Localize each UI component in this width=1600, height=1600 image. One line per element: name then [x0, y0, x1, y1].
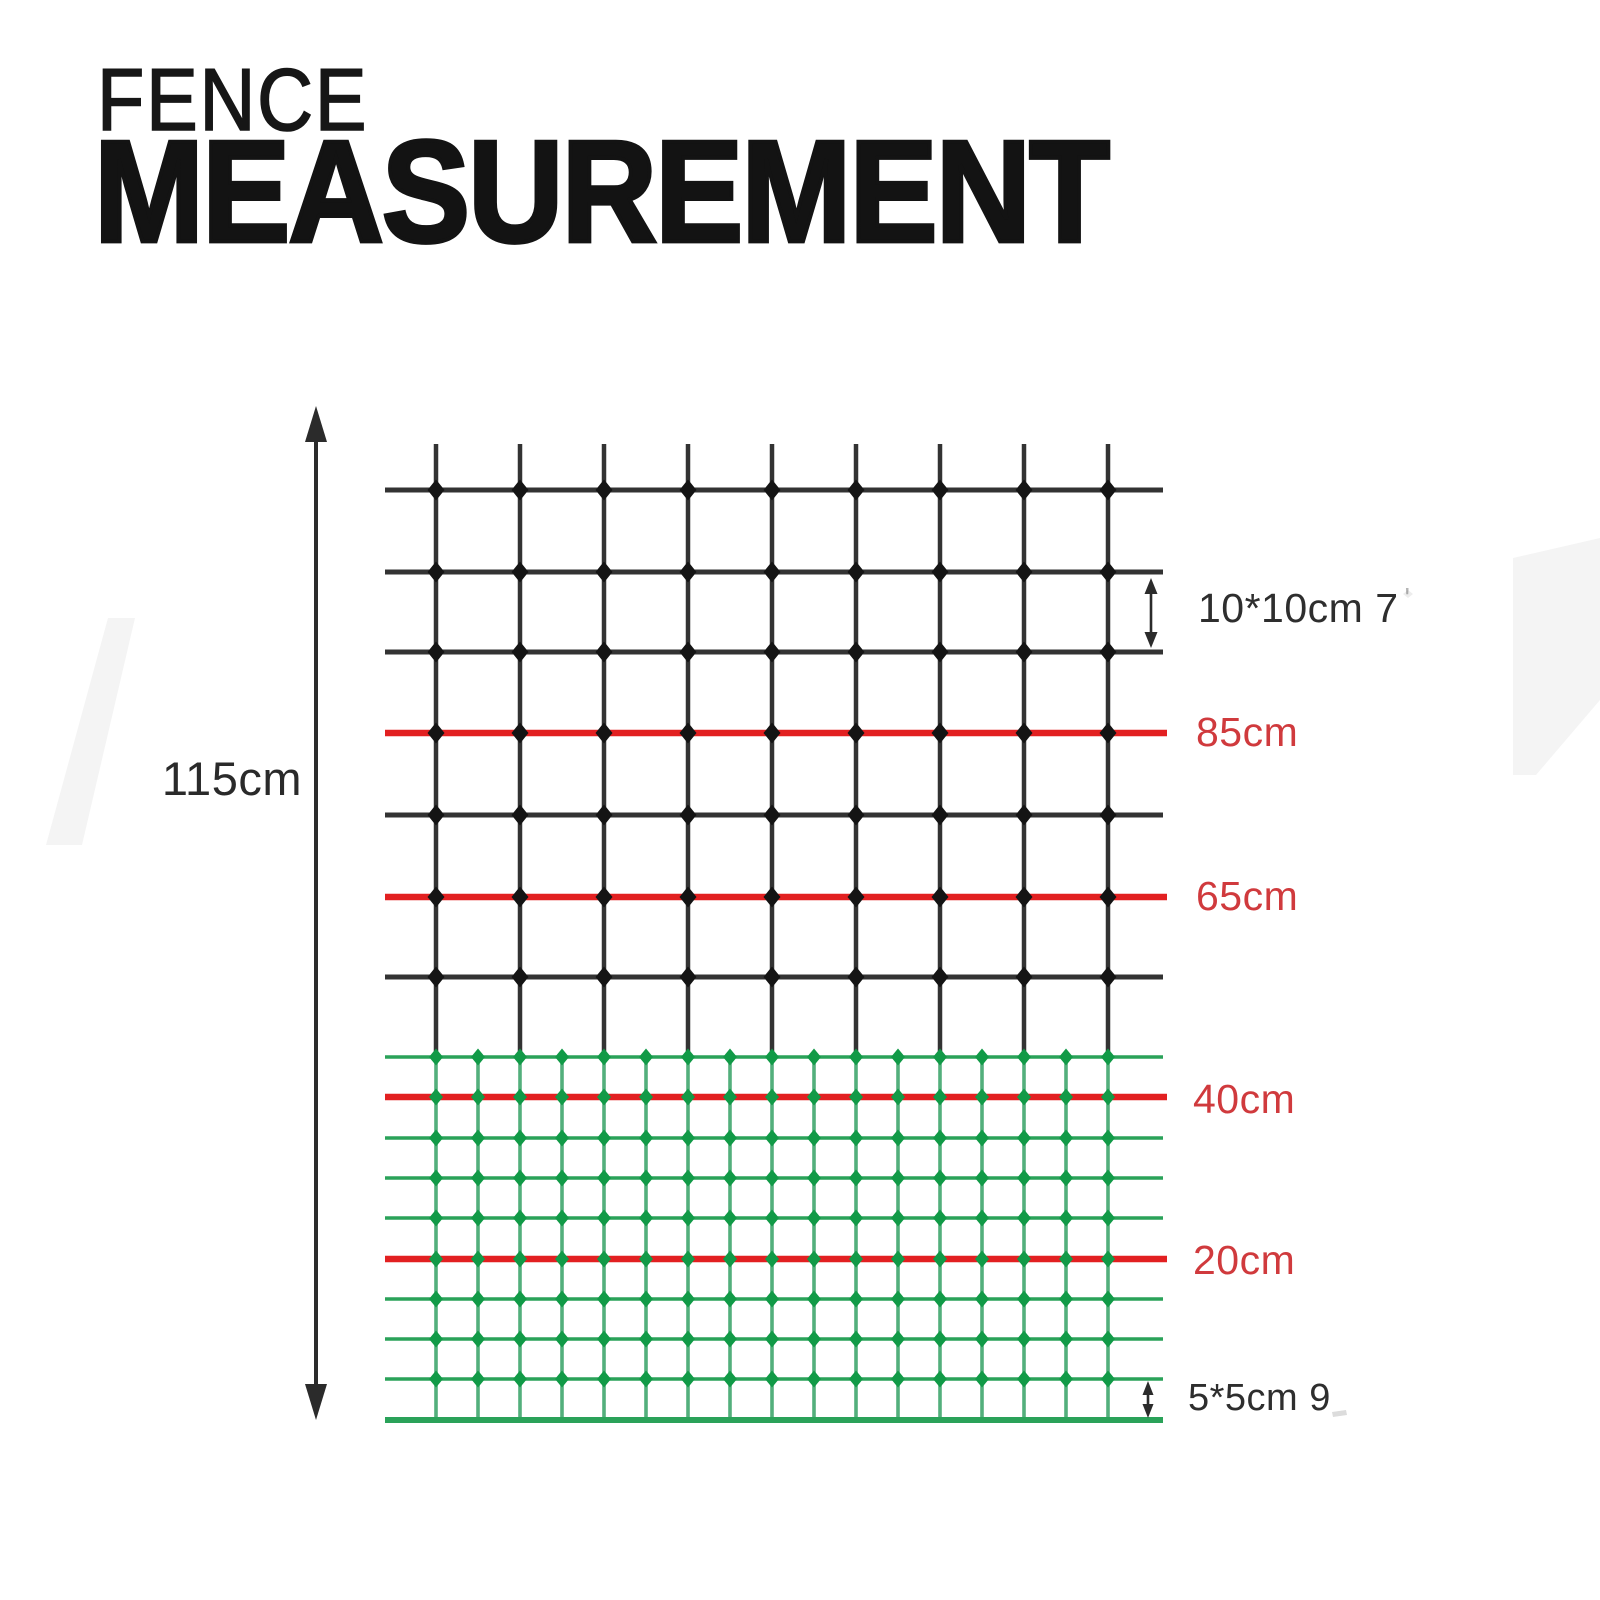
lower-mesh-vertical-wires: [434, 1057, 1110, 1420]
upper-mesh-junction-dots: [427, 479, 1117, 988]
large-mesh-size-text: 10*10cm 7: [1198, 585, 1399, 631]
total-height-arrow: [305, 406, 327, 1420]
large-mesh-cell-arrow: [1144, 578, 1158, 648]
page-title-fence: FENCE: [96, 50, 369, 149]
lower-mesh-junction-dots: [429, 1048, 1115, 1388]
total-height-label: 115cm: [161, 752, 302, 805]
large-mesh-tick-mark: ': [1404, 583, 1411, 615]
large-mesh-size-label: 10*10cm 7 ': [1198, 583, 1411, 631]
small-mesh-size-label: 5*5cm 9: [1188, 1377, 1331, 1419]
lower-mesh-horizontal-wires: [385, 1055, 1167, 1423]
upper-mesh-vertical-wires: [433, 444, 1111, 1057]
height-marker-20cm-label: 20cm: [1193, 1237, 1296, 1283]
height-marker-40cm-label: 40cm: [1193, 1076, 1296, 1122]
height-marker-65cm-label: 65cm: [1196, 873, 1299, 919]
page-title-measurement: MEASUREMENT: [92, 110, 1112, 273]
watermark-shapes: [46, 538, 1600, 1417]
height-marker-85cm-label: 85cm: [1196, 709, 1299, 755]
small-mesh-cell-arrow: [1142, 1381, 1154, 1418]
